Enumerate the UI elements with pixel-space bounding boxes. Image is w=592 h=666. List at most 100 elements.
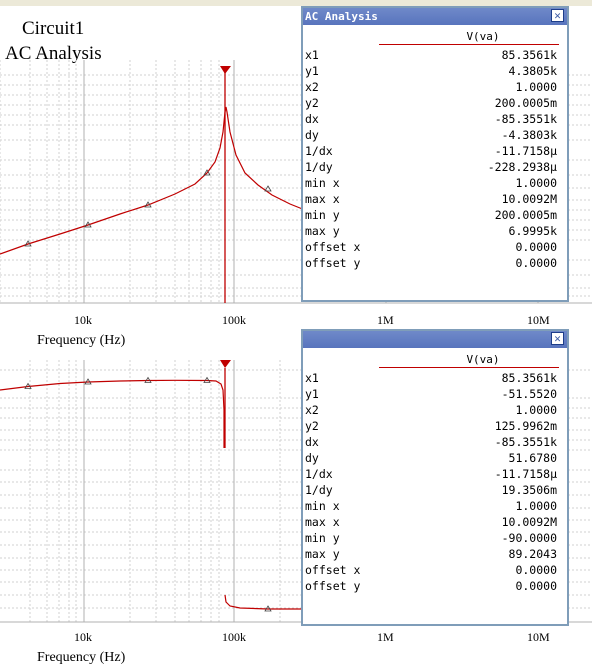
cursor-window-magnitude[interactable]: AC Analysis ✕ V(va) x1 85.3561k y1 4.3805k x… [301, 6, 569, 302]
phase-cursor-handle [220, 360, 231, 368]
cursor-row-label: y1 [305, 387, 319, 401]
cursor-row-value: -4.3803k [501, 128, 557, 142]
column-underline [379, 367, 559, 368]
cursor-row-label: min y [305, 531, 340, 545]
column-label: V(va) [466, 353, 500, 366]
cursor-row: 1/dy -228.2938µ [303, 159, 567, 175]
close-icon[interactable]: ✕ [551, 332, 564, 345]
cursor-row-label: min x [305, 499, 340, 513]
cursor-window-phase[interactable]: ✕ V(va) x1 85.3561k y1 -51.5520 x2 1.0000 y2 12… [301, 329, 569, 626]
cursor-row-value: 85.3561k [501, 48, 557, 62]
cursor-row: x2 1.0000 [303, 79, 567, 95]
cursor-row: dy -4.3803k [303, 127, 567, 143]
cursor-row-value: 4.3805k [508, 64, 557, 78]
cursor-row: 1/dy 19.3506m [303, 482, 567, 498]
cursor-row: offset y 0.0000 [303, 255, 567, 271]
cursor-row-value: 1.0000 [515, 80, 557, 94]
close-icon[interactable]: ✕ [551, 9, 564, 22]
cursor-row-label: y1 [305, 64, 319, 78]
cursor-row: min x 1.0000 [303, 175, 567, 191]
cursor-row-label: min y [305, 208, 340, 222]
cursor-row-label: x2 [305, 403, 319, 417]
cursor-row-value: -228.2938µ [487, 160, 557, 174]
x-axis-label: Frequency (Hz) [37, 333, 126, 348]
cursor-row-label: max x [305, 192, 340, 206]
cursor-row-value: -51.5520 [501, 387, 557, 401]
cursor-row-value: 125.9962m [494, 419, 557, 433]
x-tick-100k: 100k [222, 313, 246, 327]
cursor-row-label: 1/dx [305, 467, 333, 481]
cursor-row-label: max x [305, 515, 340, 529]
cursor-row-value: -85.3551k [494, 435, 557, 449]
magnitude-cursor-handle [220, 66, 231, 74]
x-tick-10m: 10M [527, 313, 550, 327]
cursor-row: y2 200.0005m [303, 95, 567, 111]
cursor-row-label: 1/dx [305, 144, 333, 158]
cursor-value-list: x1 85.3561k y1 4.3805k x2 1.0000 y2 200.0005m dx… [303, 47, 567, 271]
cursor-row: x1 85.3561k [303, 47, 567, 63]
cursor-row-label: y2 [305, 419, 319, 433]
cursor-row-label: max y [305, 547, 340, 561]
cursor-row-value: 19.3506m [501, 483, 557, 497]
cursor-row-value: 1.0000 [515, 499, 557, 513]
magnitude-trace [0, 106, 306, 255]
magnitude-markers [24, 169, 272, 247]
cursor-row: max x 10.0092M [303, 191, 567, 207]
cursor-window-titlebar[interactable]: ✕ [303, 331, 567, 348]
cursor-row-label: 1/dy [305, 160, 333, 174]
cursor-row-value: 1.0000 [515, 403, 557, 417]
cursor-row-value: 89.2043 [508, 547, 557, 561]
cursor-row: x1 85.3561k [303, 370, 567, 386]
cursor-row: offset x 0.0000 [303, 562, 567, 578]
x-tick-10k-bottom: 10k [74, 630, 92, 644]
cursor-row-value: 0.0000 [515, 563, 557, 577]
cursor-row-value: 6.9995k [508, 224, 557, 238]
cursor-row: x2 1.0000 [303, 402, 567, 418]
x-tick-10k: 10k [74, 313, 92, 327]
cursor-row-label: max y [305, 224, 340, 238]
analysis-name: AC Analysis [5, 43, 102, 64]
cursor-row-label: 1/dy [305, 483, 333, 497]
cursor-row: max y 6.9995k [303, 223, 567, 239]
cursor-row-label: x2 [305, 80, 319, 94]
cursor-row-value: 0.0000 [515, 256, 557, 270]
cursor-row-value: 0.0000 [515, 240, 557, 254]
cursor-row-value: 10.0092M [501, 515, 557, 529]
cursor-row: dy 51.6780 [303, 450, 567, 466]
cursor-row: 1/dx -11.7158µ [303, 466, 567, 482]
cursor-window-title: AC Analysis [305, 10, 378, 23]
cursor-row: dx -85.3551k [303, 434, 567, 450]
cursor-row-label: offset x [305, 563, 361, 577]
cursor-row-value: 51.6780 [508, 451, 557, 465]
x-tick-10m-bottom: 10M [527, 630, 550, 644]
cursor-row-label: dy [305, 128, 319, 142]
column-underline [379, 44, 559, 45]
cursor-row-label: dx [305, 435, 319, 449]
cursor-row: min y 200.0005m [303, 207, 567, 223]
cursor-column-header: V(va) [303, 348, 567, 370]
cursor-row-label: x1 [305, 48, 319, 62]
cursor-row-value: 200.0005m [494, 96, 557, 110]
cursor-row-value: -85.3551k [494, 112, 557, 126]
cursor-value-list: x1 85.3561k y1 -51.5520 x2 1.0000 y2 125.9962m d… [303, 370, 567, 594]
circuit-name: Circuit1 [22, 18, 85, 39]
cursor-row: y1 4.3805k [303, 63, 567, 79]
cursor-row-value: -11.7158µ [494, 467, 557, 481]
cursor-row-label: dx [305, 112, 319, 126]
cursor-row: dx -85.3551k [303, 111, 567, 127]
cursor-row-label: offset y [305, 579, 361, 593]
x-tick-1m: 1M [377, 313, 394, 327]
column-label: V(va) [466, 30, 500, 43]
cursor-row-label: x1 [305, 371, 319, 385]
cursor-window-titlebar[interactable]: AC Analysis ✕ [303, 8, 567, 25]
x-tick-1m-bottom: 1M [377, 630, 394, 644]
cursor-row: y1 -51.5520 [303, 386, 567, 402]
cursor-row-label: y2 [305, 96, 319, 110]
cursor-row-label: dy [305, 451, 319, 465]
cursor-column-header: V(va) [303, 25, 567, 47]
cursor-row-value: 85.3561k [501, 371, 557, 385]
cursor-row-value: 200.0005m [494, 208, 557, 222]
cursor-row-value: -90.0000 [501, 531, 557, 545]
cursor-row: max y 89.2043 [303, 546, 567, 562]
x-axis-label-bottom: Frequency (Hz) [37, 650, 126, 665]
